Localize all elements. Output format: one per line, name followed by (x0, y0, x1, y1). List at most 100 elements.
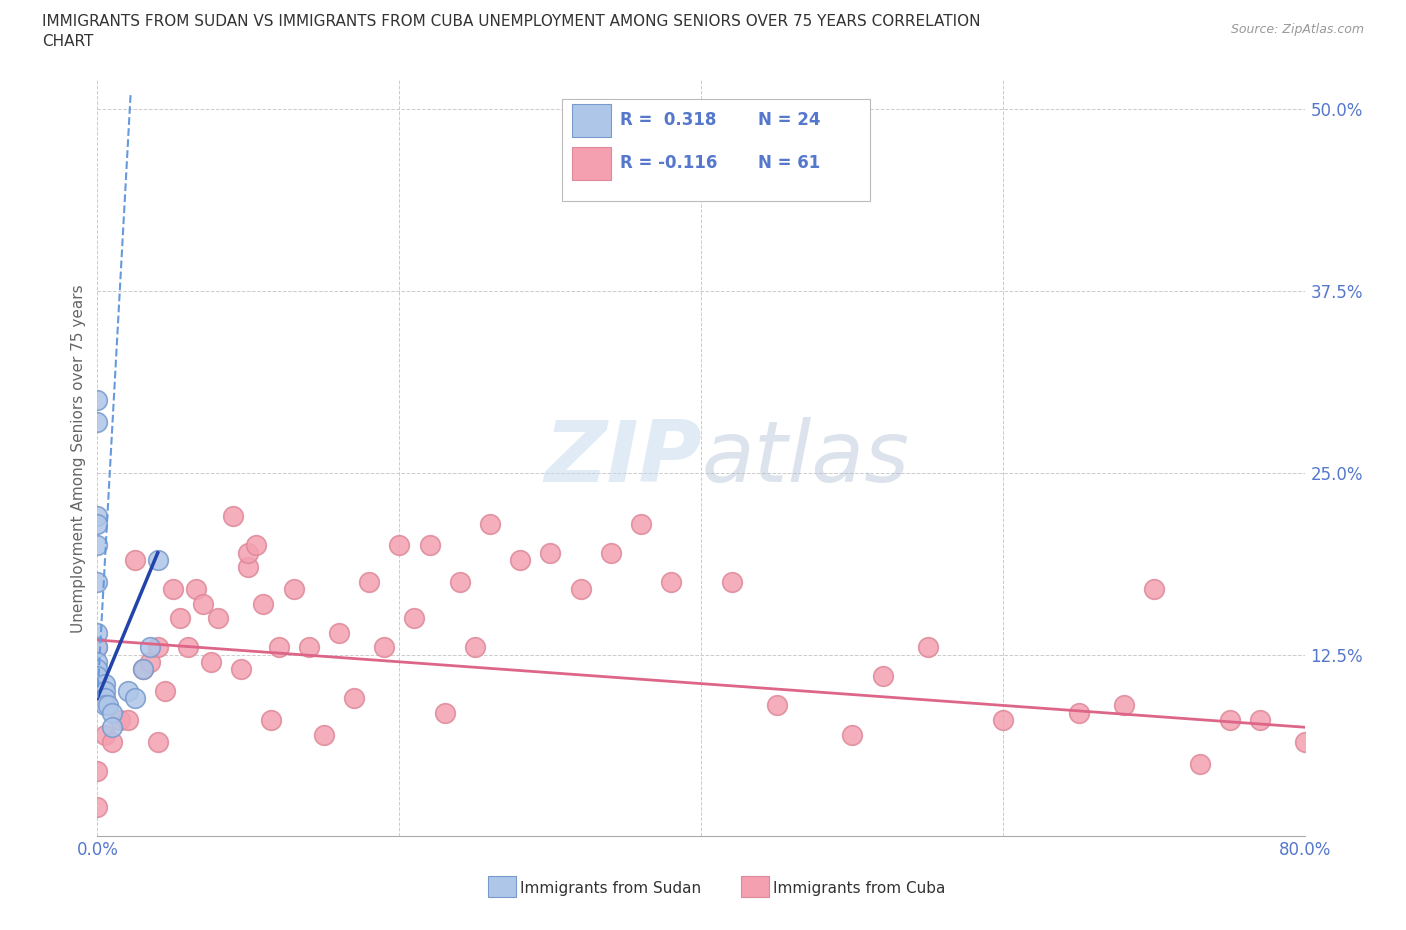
Point (245, 538, 267, 553)
Point (86, 764, 108, 778)
Point (94, 676, 117, 691)
Point (108, 712, 131, 727)
Point (94, 691, 117, 706)
Point (169, 611, 191, 626)
Point (86, 516, 108, 531)
Point (509, 552, 531, 567)
Text: ZIP: ZIP (544, 417, 702, 499)
Point (433, 705, 456, 720)
Point (131, 661, 153, 676)
Point (283, 581, 305, 596)
FancyBboxPatch shape (572, 147, 610, 179)
Point (298, 640, 321, 655)
Point (659, 575, 682, 590)
Point (86, 538, 108, 553)
Point (1294, 735, 1316, 750)
Point (146, 735, 169, 750)
Point (1188, 756, 1211, 771)
Point (86, 640, 108, 655)
Point (191, 596, 214, 611)
Point (538, 545, 561, 560)
Point (1219, 712, 1241, 727)
Point (766, 698, 789, 713)
Point (86, 661, 108, 676)
Point (86, 655, 108, 670)
Text: R = -0.116: R = -0.116 (620, 154, 718, 172)
Point (373, 640, 395, 655)
Point (238, 560, 260, 575)
FancyBboxPatch shape (562, 99, 870, 201)
Point (449, 575, 471, 590)
Point (124, 691, 146, 706)
Point (86, 800, 108, 815)
FancyBboxPatch shape (572, 103, 610, 137)
Point (155, 684, 177, 698)
Point (94, 727, 117, 742)
Point (404, 611, 426, 626)
Point (139, 655, 162, 670)
Point (343, 691, 366, 706)
Point (630, 516, 652, 531)
Text: Immigrants from Cuba: Immigrants from Cuba (773, 881, 946, 896)
Point (162, 581, 184, 596)
Point (200, 655, 222, 670)
Point (260, 712, 283, 727)
Point (97, 698, 120, 713)
Point (993, 712, 1015, 727)
Point (464, 640, 486, 655)
Point (86, 669, 108, 684)
Point (86, 684, 108, 698)
Point (388, 538, 411, 553)
Point (359, 575, 381, 590)
Point (720, 575, 742, 590)
Text: CHART: CHART (42, 34, 94, 49)
Point (222, 509, 245, 524)
Point (229, 661, 252, 676)
Point (184, 581, 207, 596)
Text: atlas: atlas (702, 417, 910, 499)
Point (1067, 705, 1090, 720)
Point (101, 720, 124, 735)
Point (94, 698, 117, 713)
Point (86, 575, 108, 590)
Point (86, 625, 108, 640)
Point (117, 684, 139, 698)
Point (872, 669, 894, 684)
Point (86, 640, 108, 655)
Point (86, 509, 108, 524)
Point (101, 705, 124, 720)
Y-axis label: Unemployment Among Seniors over 75 years: Unemployment Among Seniors over 75 years (72, 284, 86, 632)
Point (1143, 581, 1166, 596)
Point (1249, 712, 1271, 727)
Point (267, 640, 290, 655)
Point (94, 684, 117, 698)
Point (86, 392, 108, 407)
Point (917, 640, 939, 655)
Point (1114, 698, 1136, 713)
Text: R =  0.318: R = 0.318 (620, 112, 717, 129)
Point (599, 545, 621, 560)
Point (419, 538, 441, 553)
Text: N = 61: N = 61 (758, 154, 820, 172)
Point (101, 735, 124, 750)
Point (86, 415, 108, 430)
Point (117, 712, 139, 727)
Text: IMMIGRANTS FROM SUDAN VS IMMIGRANTS FROM CUBA UNEMPLOYMENT AMONG SENIORS OVER 75: IMMIGRANTS FROM SUDAN VS IMMIGRANTS FROM… (42, 14, 980, 29)
Text: Immigrants from Sudan: Immigrants from Sudan (520, 881, 702, 896)
Point (328, 625, 350, 640)
Text: N = 24: N = 24 (758, 112, 821, 129)
Point (146, 552, 169, 567)
Point (569, 581, 592, 596)
Point (841, 727, 863, 742)
Point (131, 661, 153, 676)
Point (124, 552, 146, 567)
Point (139, 640, 162, 655)
Point (238, 545, 260, 560)
Point (312, 727, 335, 742)
Point (207, 611, 229, 626)
Point (478, 516, 501, 531)
Point (146, 640, 169, 655)
Text: Source: ZipAtlas.com: Source: ZipAtlas.com (1230, 23, 1364, 36)
Point (177, 640, 200, 655)
Point (252, 596, 274, 611)
